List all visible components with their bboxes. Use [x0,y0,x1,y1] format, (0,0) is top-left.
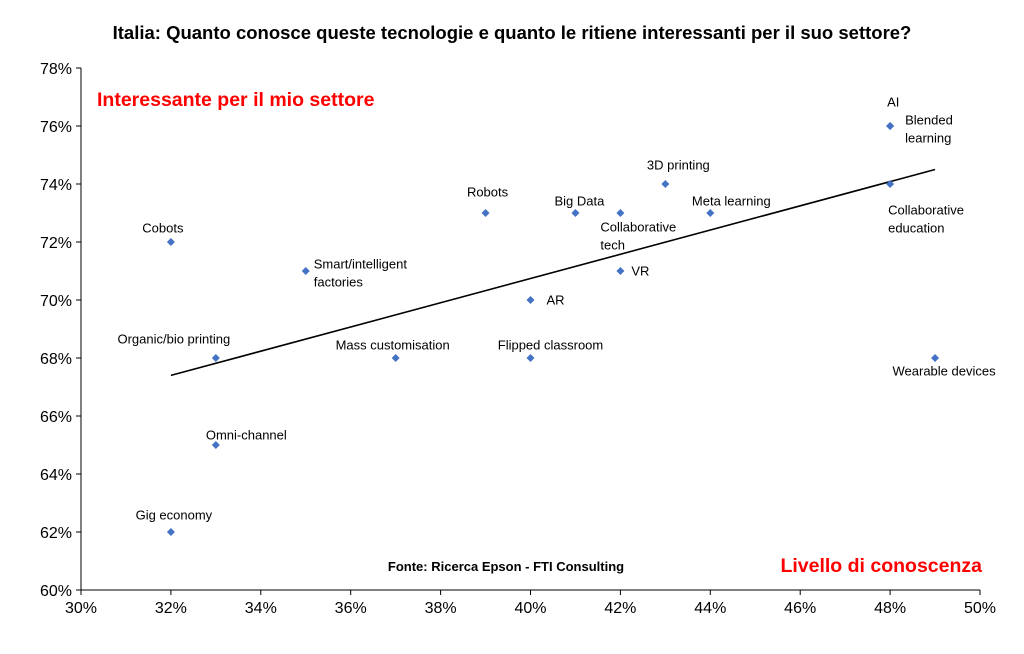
x-tick-label: 44% [694,600,726,617]
data-point [211,354,220,362]
data-point [931,354,940,362]
point-label: Cobots [142,221,184,236]
point-label: AR [547,293,565,308]
y-tick-label: 78% [40,61,72,78]
data-point [661,180,670,188]
point-label: Collaborative tech [600,220,676,253]
x-tick-label: 40% [514,600,546,617]
y-tick-label: 70% [40,293,72,310]
data-point [211,441,220,449]
y-tick-label: 62% [40,525,72,542]
data-point [616,267,625,275]
y-tick-label: 76% [40,119,72,136]
y-tick-label: 74% [40,177,72,194]
x-tick-label: 32% [155,600,187,617]
y-tick-label: 66% [40,409,72,426]
x-tick-label: 46% [784,600,816,617]
point-label: Flipped classroom [498,338,604,353]
y-tick-label: 60% [40,583,72,600]
point-label: Mass customisation [336,338,450,353]
point-label: Omni-channel [206,428,287,443]
data-point [886,122,895,130]
data-point [166,238,175,246]
data-point [391,354,400,362]
data-point [526,296,535,304]
y-tick-label: 64% [40,467,72,484]
point-label: Meta learning [692,194,771,209]
trendline-group [170,168,936,377]
data-point [166,528,175,536]
chart-title: Italia: Quanto conosce queste tecnologie… [113,22,912,43]
x-tick-label: 48% [874,600,906,617]
x-tick-label: 36% [335,600,367,617]
point-label: Organic/bio printing [117,332,230,347]
y-axis-label: Interessante per il mio settore [97,89,375,111]
source-note: Fonte: Ricerca Epson - FTI Consulting [388,559,624,574]
data-point [301,267,310,275]
axes: 30% 32% 34% 36% 38% 40% 42% 44% 46% 48% 50% 60% 62% 6… [40,61,996,617]
data-point [886,180,895,188]
data-point [526,354,535,362]
point-label: Big Data [555,194,606,209]
data-point [616,209,625,217]
point-label: Smart/intelligent factories [314,257,408,290]
x-tick-label: 42% [604,600,636,617]
x-tick-label: 50% [964,600,996,617]
data-point [481,209,490,217]
x-axis-label: Livello di conoscenza [780,555,982,577]
point-label: Wearable devices [893,364,997,379]
point-label: 3D printing [647,158,710,173]
point-label: Gig economy [136,508,213,523]
x-tick-label: 34% [245,600,277,617]
y-tick-label: 72% [40,235,72,252]
point-label: Blended learning [905,113,953,146]
x-tick-label: 38% [425,600,457,617]
trendline [170,168,936,377]
point-label: Robots [467,185,509,200]
data-point [706,209,715,217]
y-tick-label: 68% [40,351,72,368]
point-label: Collaborative education [888,203,964,236]
points-group: Cobots Gig economy Organic/bio printing Omn… [117,95,997,536]
data-point [571,209,580,217]
point-label: VR [631,264,649,279]
point-label: AI [887,95,899,110]
x-tick-label: 30% [65,600,97,617]
